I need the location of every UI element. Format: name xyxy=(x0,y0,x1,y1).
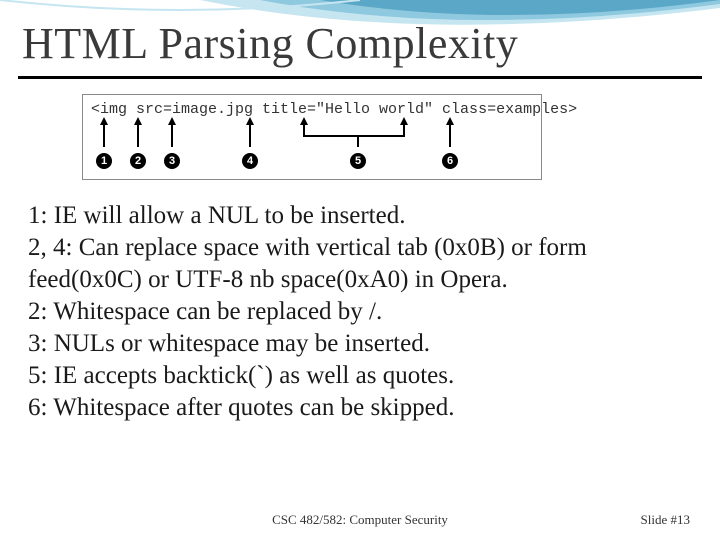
footer-slide-number: Slide #13 xyxy=(641,512,690,528)
line-2: 2, 4: Can replace space with vertical ta… xyxy=(28,232,692,296)
code-diagram: <img src=image.jpg title="Hello world" c… xyxy=(82,94,542,180)
marker-6: 6 xyxy=(441,151,459,169)
body-text: 1: IE will allow a NUL to be inserted. 2… xyxy=(28,200,692,424)
footer-course: CSC 482/582: Computer Security xyxy=(0,512,720,528)
line-6: 6: Whitespace after quotes can be skippe… xyxy=(28,392,692,424)
line-5: 5: IE accepts backtick(`) as well as quo… xyxy=(28,360,692,392)
code-line: <img src=image.jpg title="Hello world" c… xyxy=(91,101,577,118)
title-underline xyxy=(18,76,702,79)
line-1: 1: IE will allow a NUL to be inserted. xyxy=(28,200,692,232)
marker-1: 1 xyxy=(95,151,113,169)
marker-4: 4 xyxy=(241,151,259,169)
line-3: 2: Whitespace can be replaced by /. xyxy=(28,296,692,328)
marker-row: 1 2 3 4 5 6 xyxy=(83,151,541,177)
line-4: 3: NULs or whitespace may be inserted. xyxy=(28,328,692,360)
marker-2: 2 xyxy=(129,151,147,169)
marker-5: 5 xyxy=(349,151,367,169)
marker-3: 3 xyxy=(163,151,181,169)
slide-title: HTML Parsing Complexity xyxy=(22,18,518,69)
